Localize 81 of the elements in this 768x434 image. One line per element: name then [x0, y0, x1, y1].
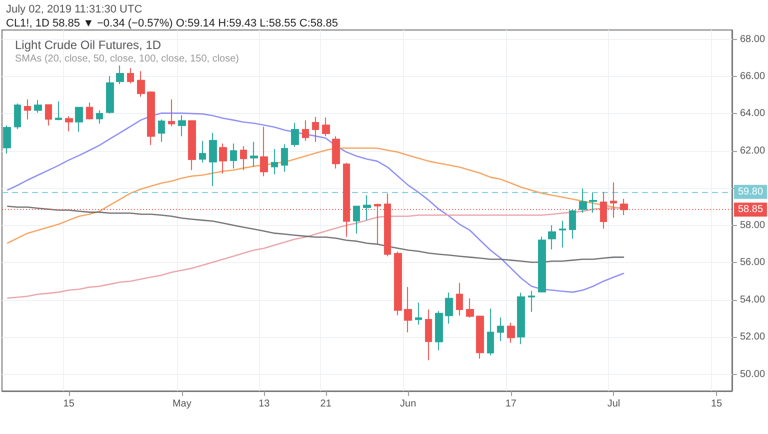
candlestick — [332, 136, 340, 169]
text: July 02, 2019 11:31:30 UTC — [6, 4, 142, 16]
candlestick — [281, 144, 288, 172]
text: CL1!, 1D 58.85 ▼ −0.34 (−0.57%) O:59.14 H:59.43 L:58.55 C:58.85 — [6, 18, 338, 30]
candlestick — [188, 120, 196, 171]
line-series — [6, 112, 625, 293]
candlestick — [353, 205, 360, 234]
candlestick — [219, 143, 227, 174]
x-tick-label: 15 — [63, 398, 75, 410]
y-tick-label: 50.00 — [740, 368, 766, 380]
y-tick-label: 56.00 — [740, 257, 766, 268]
y-tick-label: 66.00 — [740, 71, 766, 82]
x-tick-label: Jun — [400, 398, 416, 410]
candlestick — [404, 286, 412, 333]
candlestick — [34, 100, 42, 114]
ref-line-label: 59.80 — [738, 186, 764, 198]
candlestick — [230, 143, 237, 169]
y-tick-label: 68.00 — [740, 34, 766, 45]
x-tick-label: 13 — [258, 398, 270, 410]
y-tick-label: 58.00 — [740, 220, 766, 231]
candlestick — [579, 188, 587, 214]
candlestick — [507, 322, 515, 344]
candlestick — [425, 308, 432, 361]
candlestick — [65, 116, 73, 132]
candlestick — [137, 70, 145, 98]
y-tick-label: 52.00 — [740, 332, 766, 343]
candlestick — [497, 316, 504, 342]
y-tick-label: 54.00 — [740, 294, 766, 306]
candlestick — [487, 308, 494, 356]
candlestick — [24, 98, 31, 120]
candlestick — [240, 146, 247, 171]
line-series — [6, 206, 625, 263]
y-tick-label: 62.00 — [740, 145, 766, 156]
x-tick-label: May — [172, 398, 192, 410]
candlestick — [178, 114, 186, 137]
candlestick — [55, 100, 62, 121]
candlestick — [374, 203, 381, 245]
candlestick — [456, 282, 463, 316]
candlestick — [415, 302, 422, 326]
candlestick — [312, 116, 319, 142]
candlestick — [291, 122, 299, 148]
candlestick — [86, 102, 93, 120]
candlestick — [322, 116, 330, 137]
candlestick — [548, 224, 556, 250]
candlestick — [363, 194, 371, 221]
candlestick — [96, 110, 103, 124]
candlestick — [260, 126, 268, 177]
x-tick-label: 15 — [710, 398, 723, 410]
candlestick — [302, 120, 309, 142]
x-tick-label: 21 — [320, 398, 332, 410]
candlestick — [569, 208, 576, 240]
candlestick — [559, 220, 566, 248]
candlestick — [271, 148, 278, 175]
candlestick — [45, 104, 52, 126]
candlestick — [127, 68, 134, 84]
text: SMAs (20, close, 50, close, 100, close, 150, close) — [15, 54, 239, 64]
candlestick — [528, 290, 535, 312]
candlestick — [394, 251, 402, 316]
candlestick — [158, 119, 165, 142]
candlestick — [147, 90, 155, 146]
candlestick — [538, 236, 546, 292]
candlestick — [589, 192, 597, 214]
candlestick — [106, 76, 114, 114]
candlestick — [116, 65, 124, 85]
ref-line-label: 58.85 — [738, 204, 764, 216]
candlestick — [476, 315, 484, 360]
x-tick-label: 17 — [505, 398, 517, 410]
candlestick — [435, 310, 443, 351]
candlestick — [250, 141, 258, 168]
candlestick — [466, 298, 474, 318]
text: Light Crude Oil Futures, 1D — [15, 38, 162, 52]
candlestick — [199, 140, 206, 163]
candlestick — [168, 98, 175, 127]
candlestick — [517, 292, 525, 345]
candlestick — [75, 106, 83, 132]
candlestick — [3, 124, 11, 154]
candlestick — [14, 103, 21, 130]
candlestick — [445, 292, 453, 324]
candlestick — [209, 132, 217, 187]
x-tick-label: Jul — [607, 398, 620, 410]
y-tick-label: 64.00 — [740, 108, 766, 120]
